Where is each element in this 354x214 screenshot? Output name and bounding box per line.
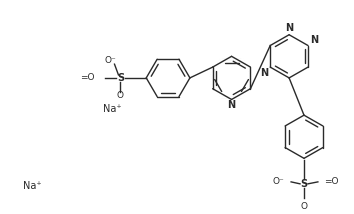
Text: N: N	[260, 68, 268, 78]
Text: O⁻: O⁻	[272, 177, 284, 186]
Text: N: N	[285, 23, 293, 33]
Text: =O: =O	[324, 177, 338, 186]
Text: N: N	[228, 100, 236, 110]
Text: =O: =O	[80, 73, 95, 82]
Text: O: O	[117, 91, 124, 100]
Text: Na⁺: Na⁺	[23, 181, 42, 191]
Text: S: S	[117, 73, 124, 83]
Text: S: S	[301, 179, 308, 189]
Text: O⁻: O⁻	[105, 56, 116, 65]
Text: O: O	[301, 202, 308, 211]
Text: Na⁺: Na⁺	[103, 104, 122, 114]
Text: N: N	[310, 34, 318, 45]
